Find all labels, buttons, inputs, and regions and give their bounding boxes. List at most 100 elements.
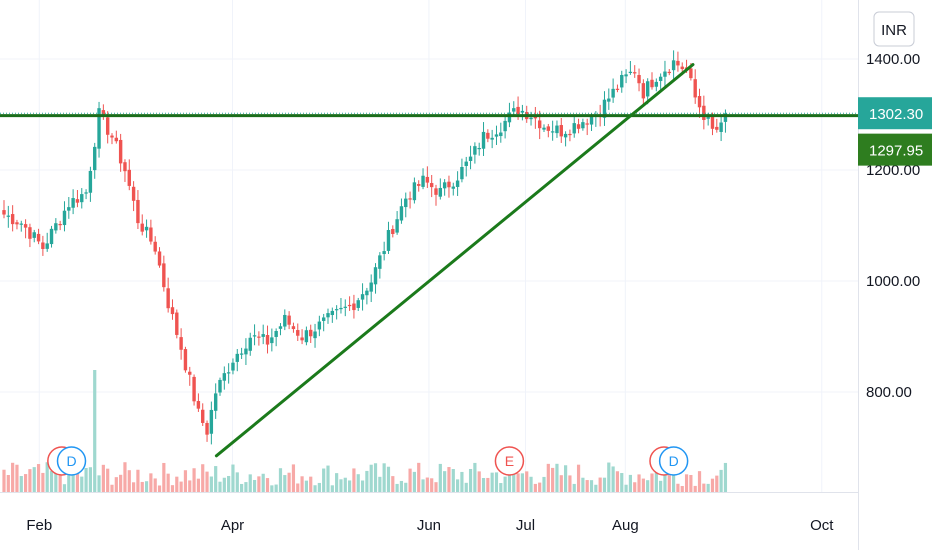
candle-body bbox=[209, 409, 214, 434]
volume-bar bbox=[36, 464, 41, 492]
volume-bar bbox=[93, 370, 97, 492]
volume-bar bbox=[110, 484, 114, 492]
candle-body bbox=[386, 230, 391, 251]
candle-body bbox=[520, 110, 525, 113]
volume-bar bbox=[581, 477, 585, 492]
earnings-event-marker[interactable] bbox=[494, 446, 525, 476]
candle-body bbox=[71, 198, 75, 208]
candle-body bbox=[157, 251, 162, 266]
volume-bar bbox=[512, 468, 516, 492]
volume-bar bbox=[373, 463, 378, 492]
candle-body bbox=[80, 194, 84, 203]
volume-bar bbox=[49, 470, 54, 492]
volume-bar bbox=[611, 466, 615, 492]
volume-bar bbox=[564, 465, 568, 492]
volume-bar bbox=[209, 476, 213, 492]
candle-body bbox=[105, 117, 110, 135]
volume-bar bbox=[75, 470, 80, 492]
volume-bar bbox=[240, 483, 244, 492]
volume-bar bbox=[183, 470, 188, 492]
candle-body bbox=[658, 76, 663, 82]
volume-bar bbox=[153, 478, 157, 492]
volume-bar bbox=[248, 474, 252, 492]
dividend-event-marker[interactable] bbox=[56, 446, 87, 476]
volume-bar bbox=[45, 462, 49, 492]
volume-bar bbox=[291, 464, 296, 492]
candle-body bbox=[442, 182, 447, 189]
candle-body bbox=[486, 132, 490, 139]
volume-bar bbox=[313, 485, 317, 492]
candle-body bbox=[490, 137, 494, 140]
volume-bar bbox=[179, 481, 183, 492]
volume-bar bbox=[576, 464, 581, 492]
volume-bar bbox=[520, 473, 524, 492]
candle-body bbox=[585, 123, 589, 125]
volume-bar bbox=[144, 481, 149, 492]
volume-bar bbox=[654, 472, 658, 492]
candle-body bbox=[144, 226, 149, 231]
volume-bar bbox=[676, 483, 680, 492]
volume-bar bbox=[157, 485, 162, 492]
dividend-event-label: D bbox=[66, 453, 76, 469]
candle-body bbox=[153, 241, 157, 252]
current-price-tag: 1302.30 bbox=[869, 106, 923, 123]
volume-bar bbox=[468, 468, 473, 492]
candle-body bbox=[62, 210, 67, 226]
volume-bar bbox=[486, 477, 490, 492]
candle-body bbox=[309, 329, 313, 337]
volume-bar bbox=[507, 466, 512, 492]
candle-body bbox=[32, 232, 36, 238]
candle-body bbox=[36, 233, 41, 242]
volume-bar bbox=[304, 480, 308, 492]
candle-body bbox=[136, 199, 140, 224]
volume-bar bbox=[546, 463, 550, 492]
volume-bar bbox=[365, 470, 369, 492]
volume-bar bbox=[222, 477, 226, 492]
dividend-event-label: D bbox=[669, 453, 679, 469]
volume-bar bbox=[715, 475, 719, 492]
candle-body bbox=[300, 337, 304, 341]
volume-bar bbox=[378, 476, 382, 492]
candle-body bbox=[19, 223, 23, 225]
candle-body bbox=[529, 117, 533, 120]
candle-body bbox=[512, 108, 516, 112]
candle-body bbox=[93, 146, 97, 171]
candle-body bbox=[278, 326, 283, 329]
candle-body bbox=[149, 227, 153, 242]
dividend-event-marker[interactable] bbox=[658, 446, 689, 476]
candle-body bbox=[226, 372, 231, 374]
volume-bar bbox=[447, 467, 451, 492]
volume-bar bbox=[646, 480, 650, 492]
volume-bar bbox=[382, 463, 386, 492]
volume-bar bbox=[317, 482, 321, 492]
volume-bar bbox=[529, 476, 533, 492]
candle-body bbox=[123, 162, 127, 172]
volume-bar bbox=[667, 470, 671, 492]
candle-body bbox=[723, 113, 728, 122]
volume-bar bbox=[265, 478, 270, 492]
volume-bar bbox=[620, 473, 624, 492]
candle-body bbox=[205, 422, 209, 435]
volume-bar bbox=[663, 471, 667, 492]
x-tick-label: Feb bbox=[26, 517, 52, 534]
volume-bar bbox=[67, 462, 71, 492]
x-tick-label: Jun bbox=[417, 517, 441, 534]
candle-body bbox=[378, 255, 382, 269]
candle-body bbox=[425, 176, 430, 183]
candle-body bbox=[611, 88, 615, 98]
horizontal-line-price-tag-bg bbox=[858, 133, 932, 166]
volume-bar bbox=[335, 473, 339, 492]
currency-badge[interactable] bbox=[873, 11, 915, 47]
candle-body bbox=[10, 214, 15, 225]
volume-bar bbox=[538, 482, 542, 492]
candle-body bbox=[568, 133, 572, 136]
candle-body bbox=[455, 180, 460, 187]
volume-bar bbox=[568, 475, 572, 492]
y-tick-label: 800.00 bbox=[866, 384, 912, 401]
candle-body bbox=[192, 376, 196, 402]
candle-body bbox=[231, 362, 235, 371]
trendline[interactable] bbox=[214, 63, 695, 458]
candle-body bbox=[114, 137, 119, 142]
